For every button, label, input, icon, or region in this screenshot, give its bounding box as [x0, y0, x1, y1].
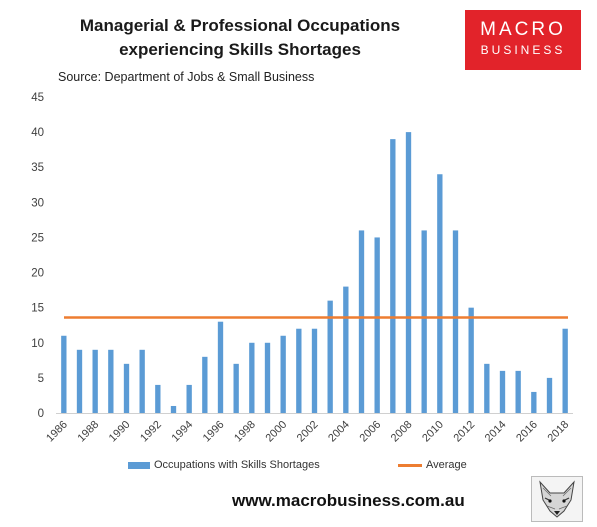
y-tick-label: 40	[31, 127, 44, 139]
bar	[155, 384, 161, 413]
bar	[108, 349, 114, 413]
bar	[233, 363, 239, 413]
y-axis: 0 5 10 15 20 25 30 35 40 45	[31, 92, 44, 420]
bar	[562, 328, 568, 413]
bar	[531, 391, 537, 413]
bar	[437, 174, 443, 413]
bar	[374, 237, 380, 413]
bar-series	[61, 132, 568, 414]
bar	[264, 342, 271, 413]
bar	[343, 286, 349, 413]
bar	[358, 230, 365, 413]
chart-title: Managerial & Professional Occupations ex…	[40, 14, 440, 62]
x-tick-label: 2010	[420, 419, 446, 445]
x-tick-label: 2006	[357, 419, 383, 445]
bar	[123, 363, 130, 413]
logo-line-1: MACRO	[480, 19, 566, 40]
x-axis: 1986 1988 1990 1992 1994 1996 1998 2000 2002 2004…	[44, 413, 573, 445]
bar	[421, 230, 427, 413]
x-tick-label: 2012	[451, 419, 477, 445]
fox-sketch-icon	[531, 476, 583, 522]
legend-label-average: Average	[426, 459, 467, 471]
bar	[76, 349, 83, 413]
y-tick-label: 15	[31, 303, 44, 315]
bar	[327, 300, 333, 413]
bar	[249, 342, 255, 413]
x-tick-label: 2002	[295, 419, 321, 445]
bar	[280, 335, 286, 413]
legend-line-swatch	[398, 463, 422, 467]
x-tick-label: 1990	[107, 419, 133, 445]
legend-item-average: Average	[398, 459, 467, 471]
bar	[515, 370, 521, 413]
bar	[452, 230, 459, 413]
x-tick-label: 2004	[326, 419, 352, 445]
x-tick-label: 2016	[514, 419, 540, 445]
title-line-1: Managerial & Professional Occupations	[79, 16, 401, 35]
y-tick-label: 25	[31, 232, 44, 244]
y-tick-label: 35	[31, 162, 44, 174]
bar	[296, 328, 302, 413]
x-tick-label: 2000	[263, 419, 289, 445]
bar	[202, 356, 208, 413]
x-tick-label: 1988	[75, 419, 101, 445]
y-tick-label: 45	[31, 92, 44, 104]
logo-line-2: BUSINESS	[480, 43, 566, 57]
bar	[499, 370, 506, 413]
bar	[546, 377, 553, 413]
title-line-2: experiencing Skills Shortages	[119, 40, 361, 59]
x-tick-label: 1992	[138, 419, 164, 445]
x-tick-label: 2014	[483, 419, 509, 445]
bar	[170, 405, 177, 413]
bar	[468, 307, 474, 413]
y-tick-label: 0	[38, 408, 44, 420]
x-tick-label: 1986	[44, 419, 70, 445]
bar	[92, 349, 98, 413]
bar	[405, 132, 412, 414]
x-tick-label: 1998	[232, 419, 258, 445]
bar	[390, 139, 396, 413]
bar	[186, 384, 192, 413]
legend-item-bars: Occupations with Skills Shortages	[128, 459, 320, 471]
footer-url: www.macrobusiness.com.au	[232, 491, 465, 510]
bar	[139, 349, 145, 413]
bar	[61, 335, 67, 413]
macrobusiness-logo: MACRO BUSINESS	[465, 10, 581, 70]
y-tick-label: 20	[31, 268, 44, 280]
legend-bar-swatch	[128, 461, 150, 469]
y-tick-label: 30	[31, 197, 44, 209]
y-tick-label: 10	[31, 338, 44, 350]
bar	[217, 321, 224, 413]
source-note: Source: Department of Jobs & Small Busin…	[58, 70, 315, 84]
x-tick-label: 2008	[389, 419, 415, 445]
x-tick-label: 1994	[169, 419, 195, 445]
y-tick-label: 5	[38, 373, 44, 385]
bar	[311, 328, 318, 413]
x-tick-label: 2018	[545, 419, 571, 445]
legend-label-bars: Occupations with Skills Shortages	[154, 459, 320, 471]
x-tick-label: 1996	[201, 419, 227, 445]
bar	[484, 363, 490, 413]
